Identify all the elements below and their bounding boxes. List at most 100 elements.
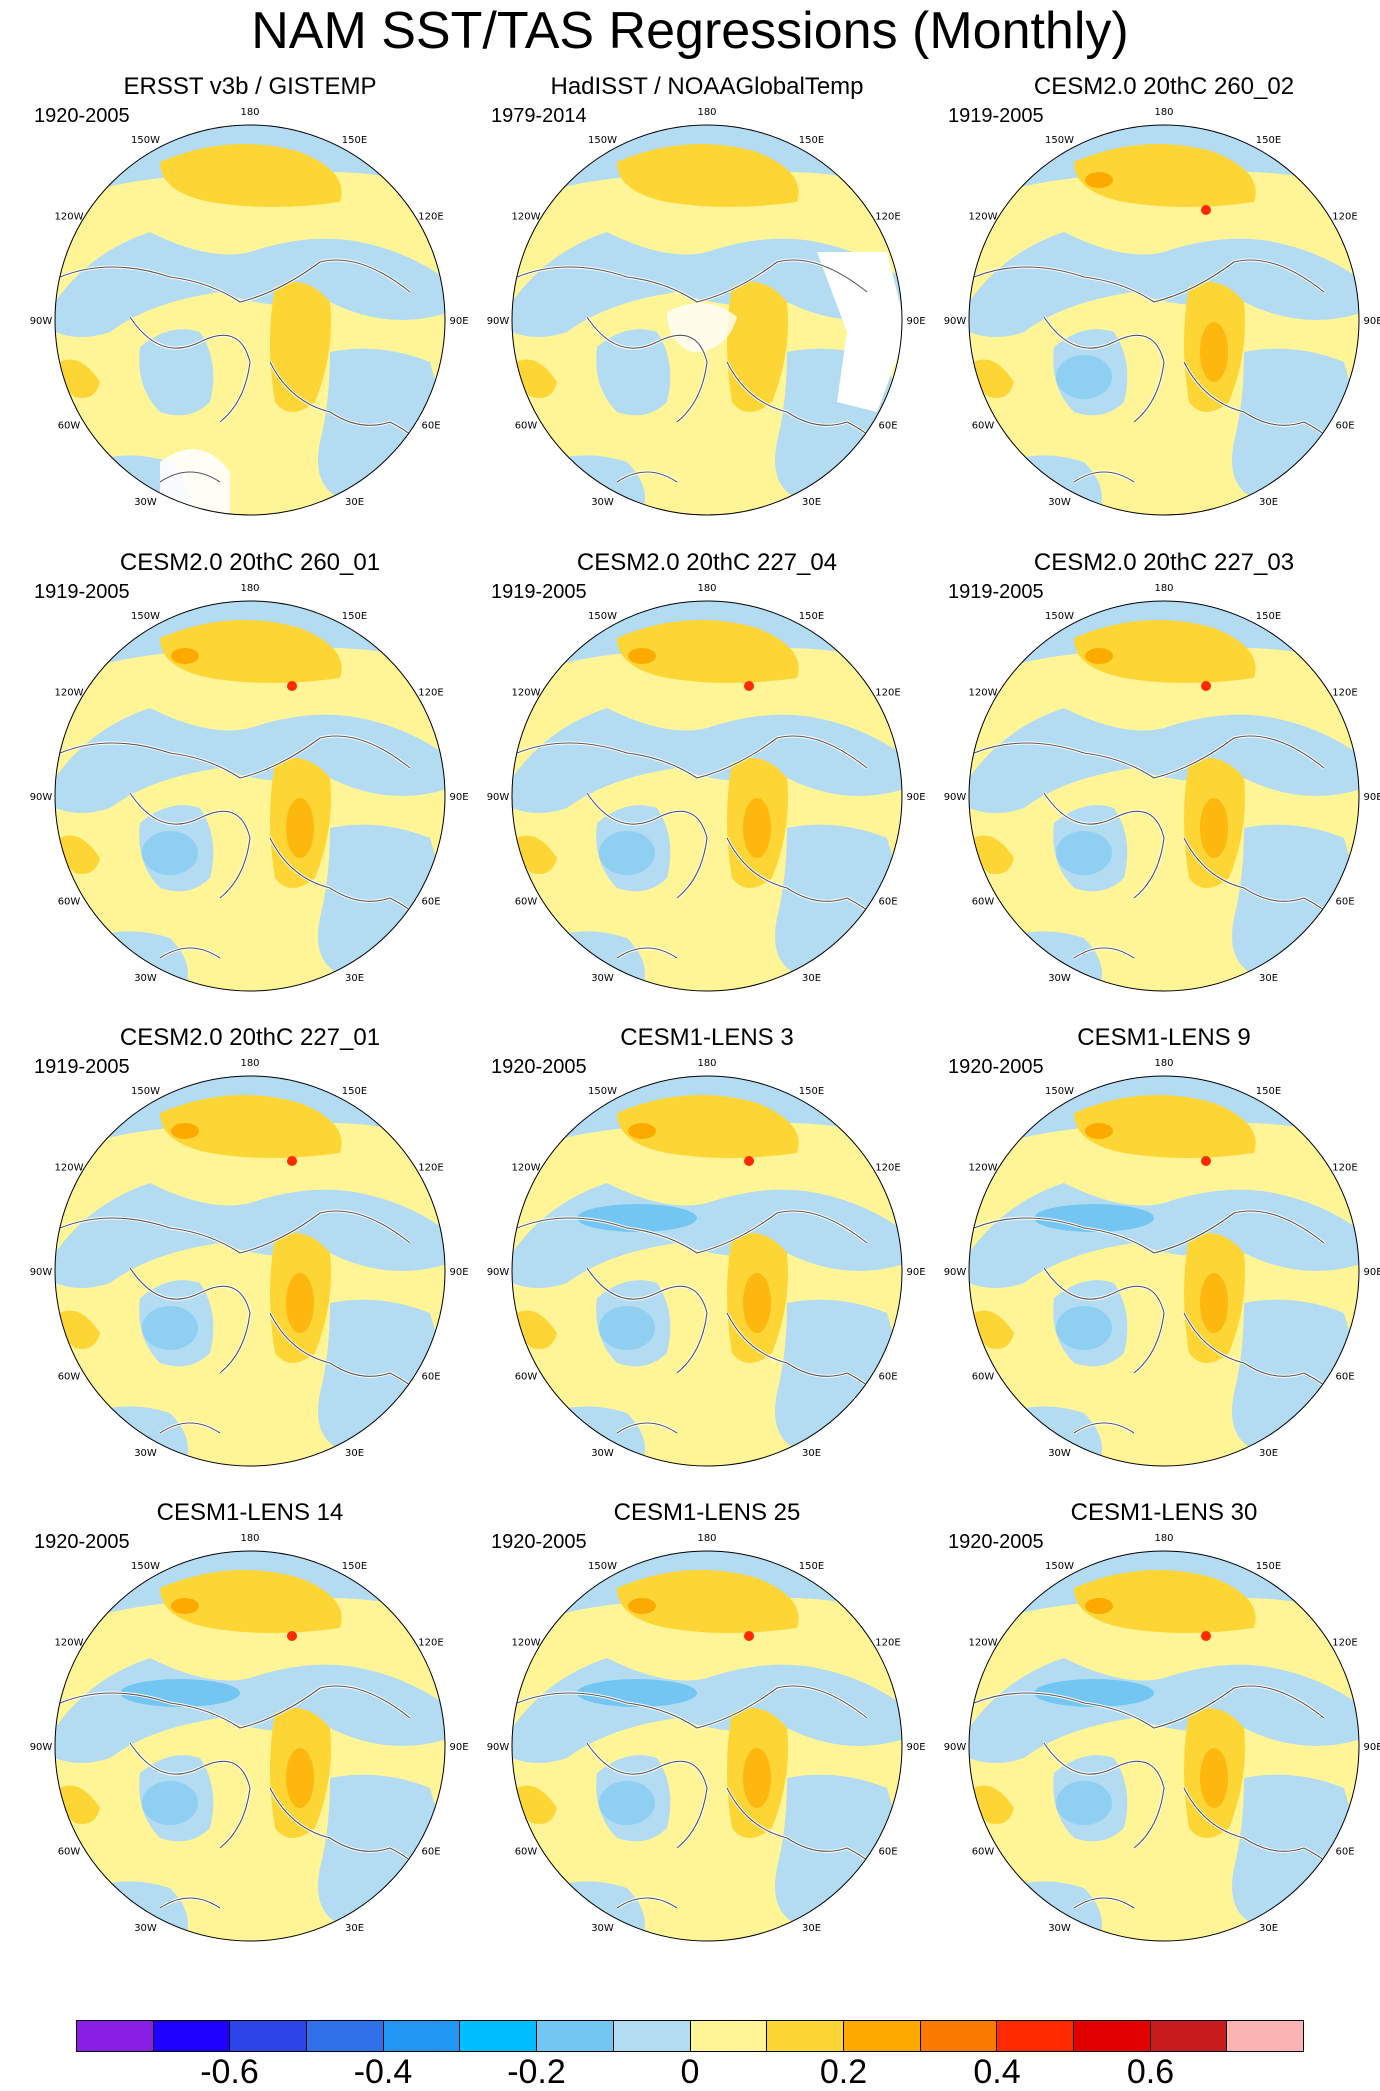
colorbar-box: [997, 2021, 1074, 2051]
longitude-label: 30W: [134, 497, 157, 508]
longitude-label: 180: [1154, 107, 1173, 118]
strong-positive-region: [286, 798, 314, 858]
pacific-warm-region: [160, 1095, 342, 1158]
longitude-label: 150W: [588, 135, 617, 146]
negative-anomaly-region: [512, 1406, 645, 1466]
panel-years: 1920-2005: [34, 105, 130, 127]
strong-positive-region: [1085, 1123, 1113, 1139]
longitude-label: 120E: [1332, 212, 1357, 223]
longitude-label: 180: [240, 1533, 259, 1544]
strong-negative-region: [599, 1306, 655, 1350]
map-border: [54, 124, 446, 516]
longitude-label: 120E: [418, 688, 443, 699]
longitude-label: 120W: [969, 212, 998, 223]
longitude-label: 60W: [972, 1847, 995, 1858]
polar-map: 180150E120E90E60E30E030W60W90W120W150W: [487, 1058, 926, 1467]
map-border: [511, 1550, 903, 1942]
america-warm-region: [60, 835, 100, 874]
coastline: [59, 735, 445, 959]
colorbar-box: [690, 2021, 768, 2051]
strong-positive-region: [1085, 1598, 1113, 1614]
map-border: [511, 124, 903, 516]
missing-data-region: [817, 252, 902, 412]
panel-title: CESM2.0 20thC 227_03: [1033, 549, 1295, 576]
eurasia-warm-region: [270, 282, 331, 412]
panel-title: CESM2.0 20thC 260_01: [119, 549, 381, 576]
map-border: [968, 1075, 1360, 1467]
longitude-label: 150W: [1045, 1561, 1074, 1572]
longitude-label: 120E: [1332, 1163, 1357, 1174]
longitude-label: 180: [240, 583, 259, 594]
america-warm-region: [517, 835, 557, 874]
strong-positive-region: [171, 648, 199, 664]
map-panel: CESM2.0 20thC 227_01 1919-2005 180 150E 120E…: [30, 1023, 470, 1473]
strong-positive-region: [743, 1273, 771, 1333]
polar-map: 180150E120E90E60E30E030W60W90W120W150W: [487, 583, 926, 992]
longitude-label: 30E: [1259, 497, 1278, 508]
longitude-label: 60E: [878, 1847, 897, 1858]
longitude-label: 60W: [58, 421, 81, 432]
panel-years: 1919-2005: [948, 581, 1044, 603]
longitude-label: 60E: [1335, 1847, 1354, 1858]
strong-negative-region: [1056, 1781, 1112, 1825]
panel-title: CESM2.0 20thC 227_01: [119, 1024, 381, 1051]
strong-negative-region: [599, 831, 655, 875]
negative-anomaly-region: [969, 1881, 1102, 1941]
polar-map: 180150E120E90E60E30E030W60W90W120W150W: [487, 1533, 926, 1942]
longitude-label: 150W: [131, 611, 160, 622]
peak-positive-spot: [287, 681, 297, 691]
colorbar-box: [767, 2021, 844, 2051]
strong-negative-region: [142, 831, 198, 875]
negative-anomaly-region: [55, 1183, 445, 1288]
polar-map: 180150E120E90E60E30E030W60W90W120W150W: [944, 1058, 1380, 1467]
longitude-label: 90E: [906, 1742, 925, 1753]
longitude-label: 30W: [591, 497, 614, 508]
longitude-label: 150E: [1256, 135, 1281, 146]
colorbar-box: [230, 2021, 308, 2051]
longitude-label: 90W: [944, 316, 966, 327]
longitude-label: 180: [697, 583, 716, 594]
longitude-label: 60E: [421, 1847, 440, 1858]
longitude-label: 60E: [1335, 421, 1354, 432]
longitude-label: 90W: [944, 1742, 966, 1753]
strong-negative-region: [599, 1781, 655, 1825]
panel-title: ERSST v3b / GISTEMP: [123, 73, 377, 100]
longitude-label: 30W: [134, 1923, 157, 1934]
longitude-label: 90W: [487, 792, 509, 803]
strong-negative-region: [142, 1306, 198, 1350]
strong-negative-region: [1034, 1204, 1154, 1232]
longitude-label: 180: [240, 107, 259, 118]
longitude-label: 90W: [30, 316, 52, 327]
strong-positive-region: [286, 1273, 314, 1333]
colorbar-label: 0.6: [1126, 2053, 1175, 2091]
pacific-warm-region: [1074, 144, 1256, 207]
strong-positive-region: [286, 1748, 314, 1808]
longitude-label: 120W: [55, 1163, 84, 1174]
america-warm-region: [517, 1785, 557, 1824]
longitude-label: 30E: [802, 1923, 821, 1934]
map-panel: CESM1-LENS 30 1920-2005 180 150E 120E 90E 60E 3…: [944, 1498, 1380, 1948]
longitude-label: 60W: [972, 897, 995, 908]
colorbar-box: [1073, 2021, 1151, 2051]
longitude-label: 90E: [449, 792, 468, 803]
longitude-label: 120W: [55, 688, 84, 699]
coastline: [516, 1210, 902, 1434]
longitude-label: 60E: [421, 1372, 440, 1383]
peak-positive-spot: [744, 1631, 754, 1641]
peak-positive-spot: [1201, 681, 1211, 691]
longitude-label: 90E: [1363, 1267, 1380, 1278]
longitude-label: 90E: [1363, 1742, 1380, 1753]
america-warm-region: [974, 835, 1014, 874]
longitude-label: 30W: [591, 973, 614, 984]
panel-title: HadISST / NOAAGlobalTemp: [550, 73, 864, 100]
longitude-label: 30E: [1259, 1448, 1278, 1459]
strong-negative-region: [577, 1204, 697, 1232]
longitude-label: 30E: [345, 973, 364, 984]
longitude-label: 30E: [1259, 1923, 1278, 1934]
coastline: [973, 1210, 1359, 1434]
negative-anomaly-region: [55, 232, 445, 337]
map-panel: CESM2.0 20thC 260_02 1919-2005 180 150E 120E…: [944, 72, 1380, 522]
longitude-label: 90W: [487, 1742, 509, 1753]
america-warm-region: [517, 1310, 557, 1349]
map-border: [54, 600, 446, 992]
